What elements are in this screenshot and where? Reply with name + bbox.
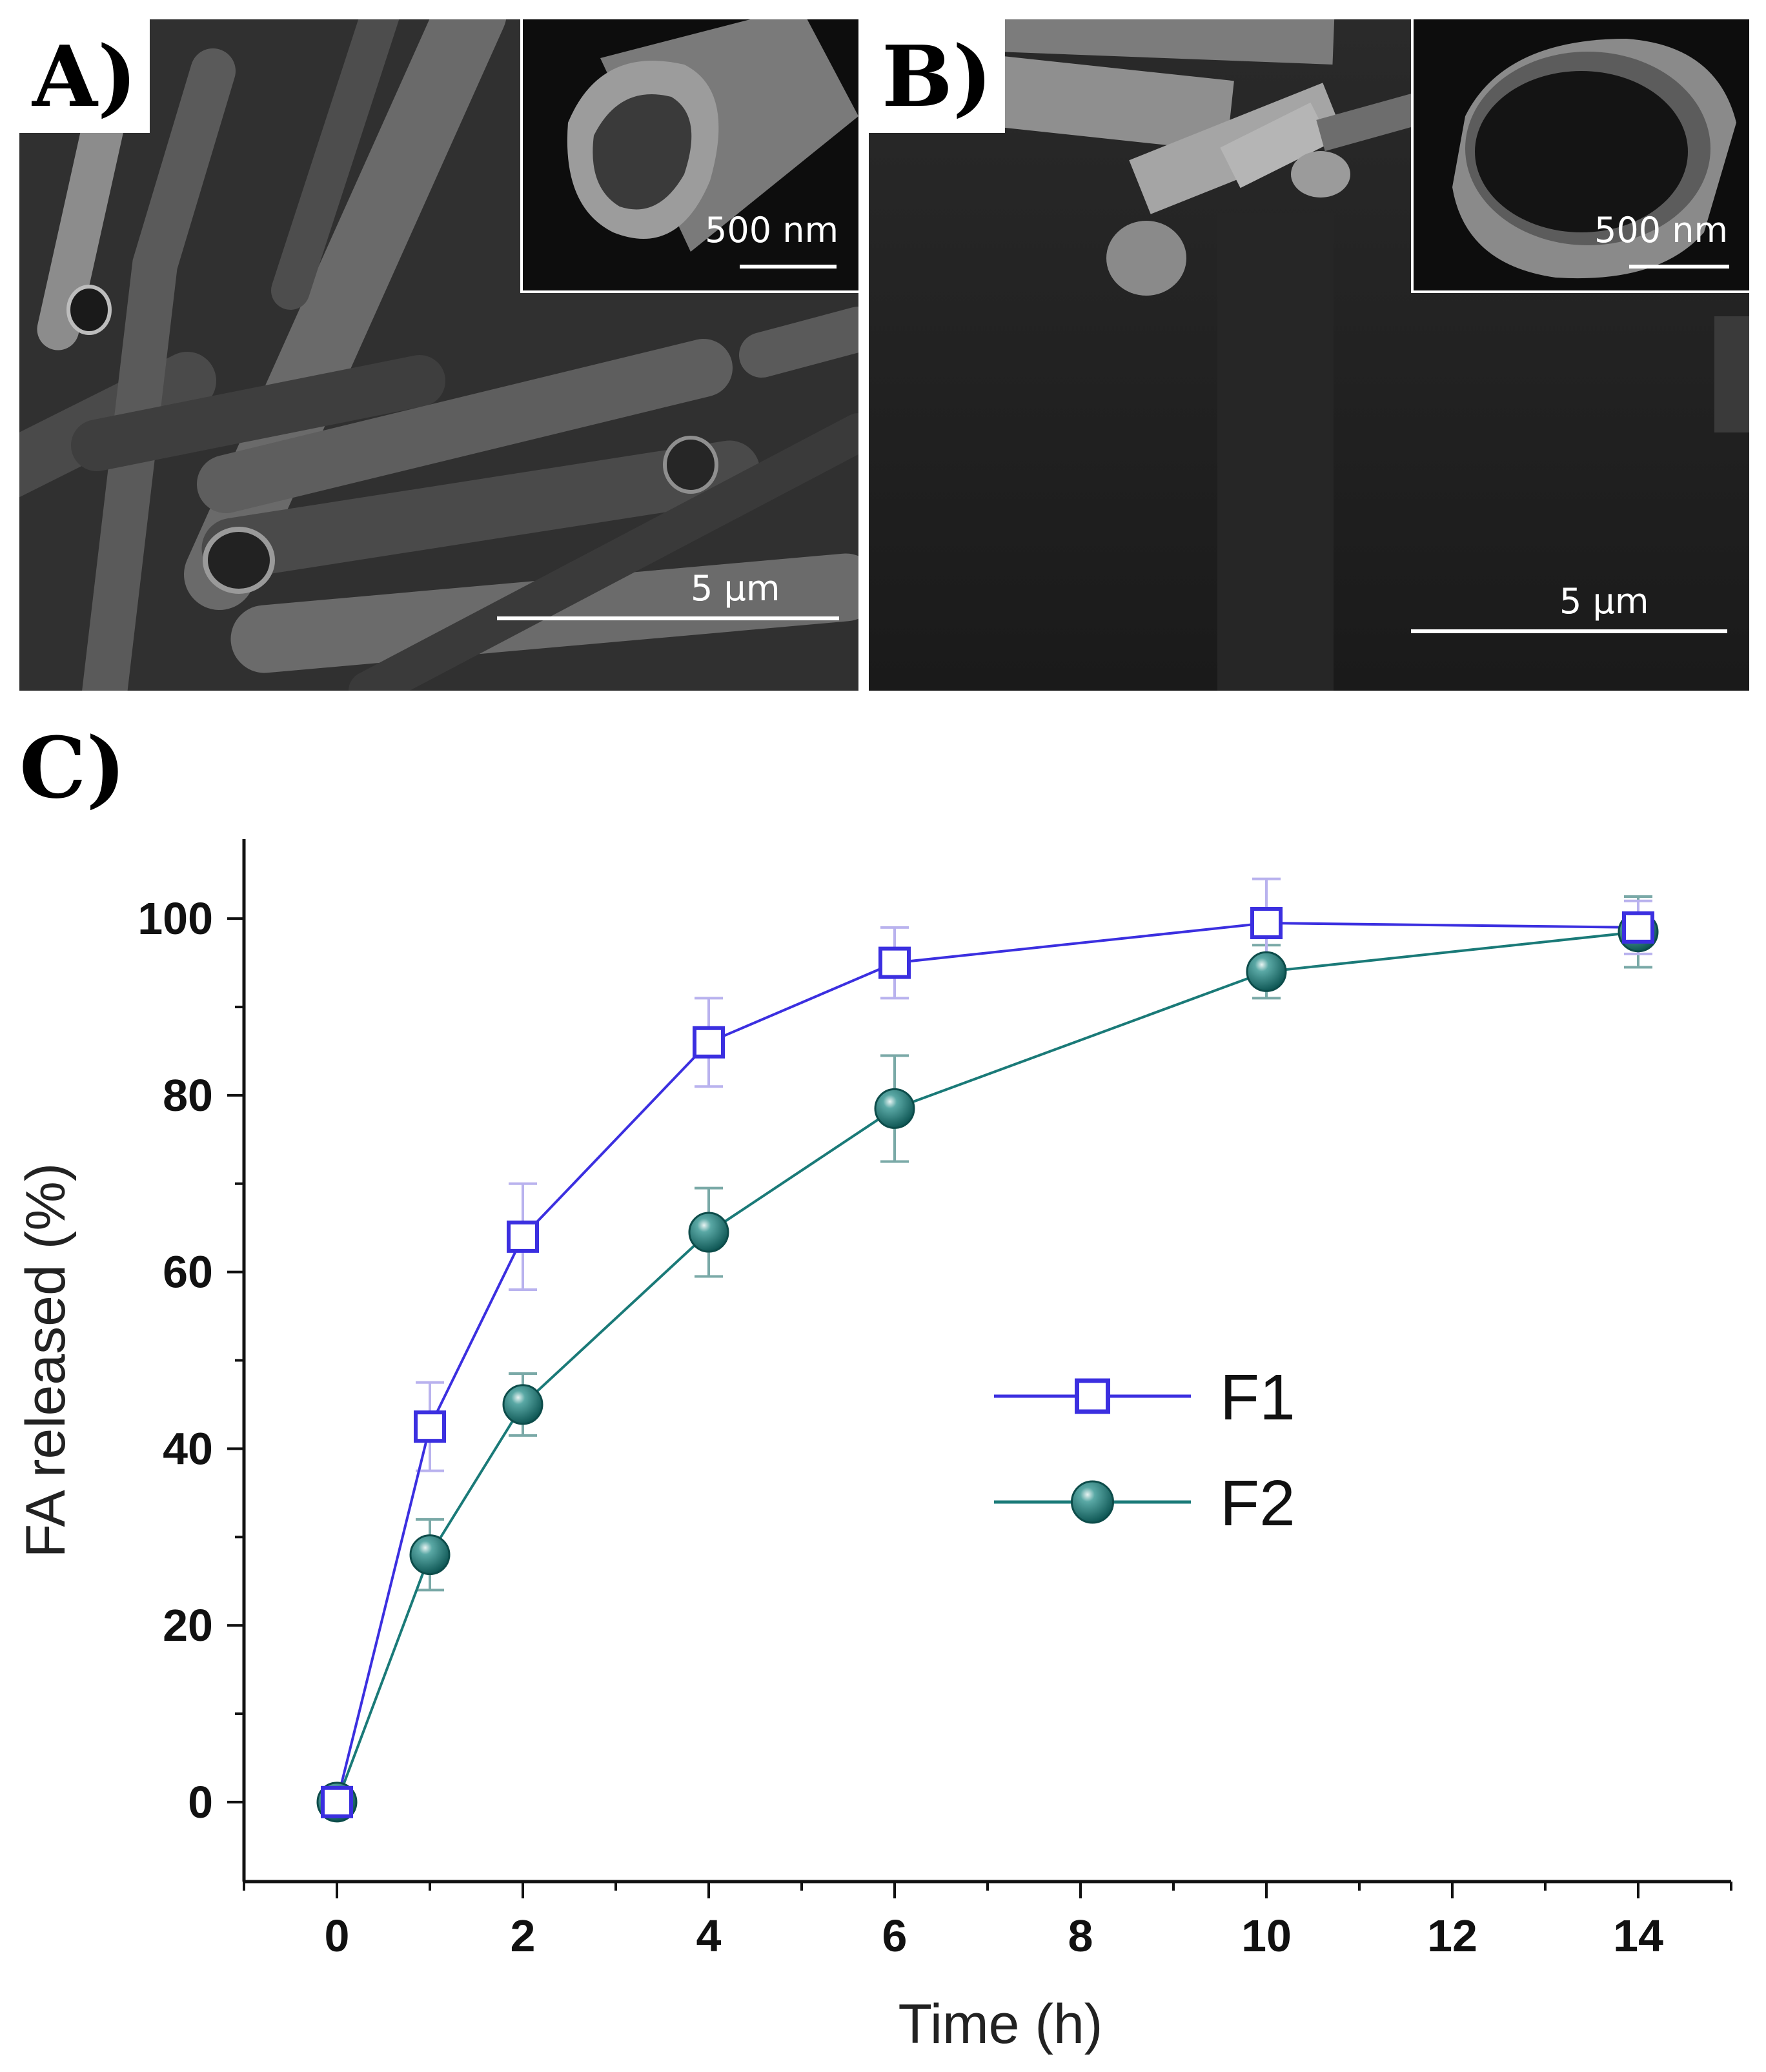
series-line-f1 bbox=[336, 922, 1639, 1803]
chart-axes: 0 2 4 6 8 10 12 14 0 20 40 60 80 100 bbox=[137, 839, 1732, 1961]
point-f1 bbox=[321, 1785, 353, 1818]
point-f1 bbox=[414, 1410, 446, 1443]
point-f1 bbox=[693, 1026, 725, 1059]
x-axis-label: Time (h) bbox=[898, 1993, 1103, 2055]
point-f1 bbox=[1622, 911, 1654, 944]
series-markers bbox=[316, 907, 1659, 1823]
main-scale-label-b: 5 μm bbox=[1559, 581, 1649, 622]
sem-image-b: 500 nm 5 μm B) bbox=[869, 19, 1749, 691]
main-scale-bar-b bbox=[1411, 629, 1727, 633]
point-f2 bbox=[874, 1088, 915, 1129]
x-tick-label: 10 bbox=[1241, 1911, 1292, 1961]
legend-label-f2: F2 bbox=[1220, 1467, 1295, 1539]
point-f2 bbox=[409, 1534, 451, 1576]
x-tick-label: 12 bbox=[1427, 1911, 1477, 1961]
inset-image-b bbox=[1411, 19, 1749, 293]
inset-image-a bbox=[520, 19, 858, 293]
y-tick-label: 0 bbox=[188, 1777, 213, 1827]
sem-image-a: 500 nm 5 μm A) bbox=[19, 19, 858, 691]
y-axis-label: FA released (%) bbox=[15, 1163, 77, 1558]
point-f1 bbox=[878, 946, 911, 979]
y-tick-label: 20 bbox=[163, 1600, 213, 1650]
point-f1 bbox=[1250, 907, 1283, 940]
main-scale-bar-a bbox=[497, 616, 839, 620]
series-lines bbox=[336, 922, 1639, 1803]
y-tick-label: 80 bbox=[163, 1070, 213, 1121]
legend-marker-f2 bbox=[1071, 1480, 1114, 1524]
panel-label-a: A) bbox=[19, 19, 150, 133]
legend-label-f1: F1 bbox=[1220, 1361, 1295, 1434]
point-f2 bbox=[1246, 951, 1287, 992]
x-tick-label: 14 bbox=[1613, 1911, 1663, 1961]
inset-scale-bar-b bbox=[1629, 265, 1729, 269]
x-tick-label: 4 bbox=[696, 1911, 722, 1961]
point-f1 bbox=[507, 1220, 539, 1253]
inset-fiber-b bbox=[1414, 19, 1749, 290]
panel-label-b: B) bbox=[869, 19, 1006, 133]
series-line-f2 bbox=[336, 930, 1639, 1803]
y-tick-label: 60 bbox=[163, 1247, 213, 1297]
y-tick-label: 100 bbox=[137, 893, 213, 944]
inset-fiber-a bbox=[523, 19, 858, 290]
x-tick-label: 6 bbox=[882, 1911, 908, 1961]
inset-scale-label-b: 500 nm bbox=[1594, 210, 1729, 250]
inset-scale-label-a: 500 nm bbox=[705, 210, 839, 250]
point-f2 bbox=[688, 1212, 729, 1253]
inset-scale-bar-a bbox=[740, 265, 837, 269]
error-bars bbox=[416, 877, 1652, 1592]
legend-marker-f1 bbox=[1075, 1378, 1110, 1414]
point-f2 bbox=[502, 1384, 543, 1425]
x-tick-label: 0 bbox=[325, 1911, 350, 1961]
main-scale-label-a: 5 μm bbox=[691, 568, 780, 609]
y-tick-label: 40 bbox=[163, 1423, 213, 1474]
x-tick-label: 2 bbox=[511, 1911, 536, 1961]
panel-label-c: C) bbox=[19, 718, 126, 817]
x-tick-label: 8 bbox=[1068, 1911, 1093, 1961]
